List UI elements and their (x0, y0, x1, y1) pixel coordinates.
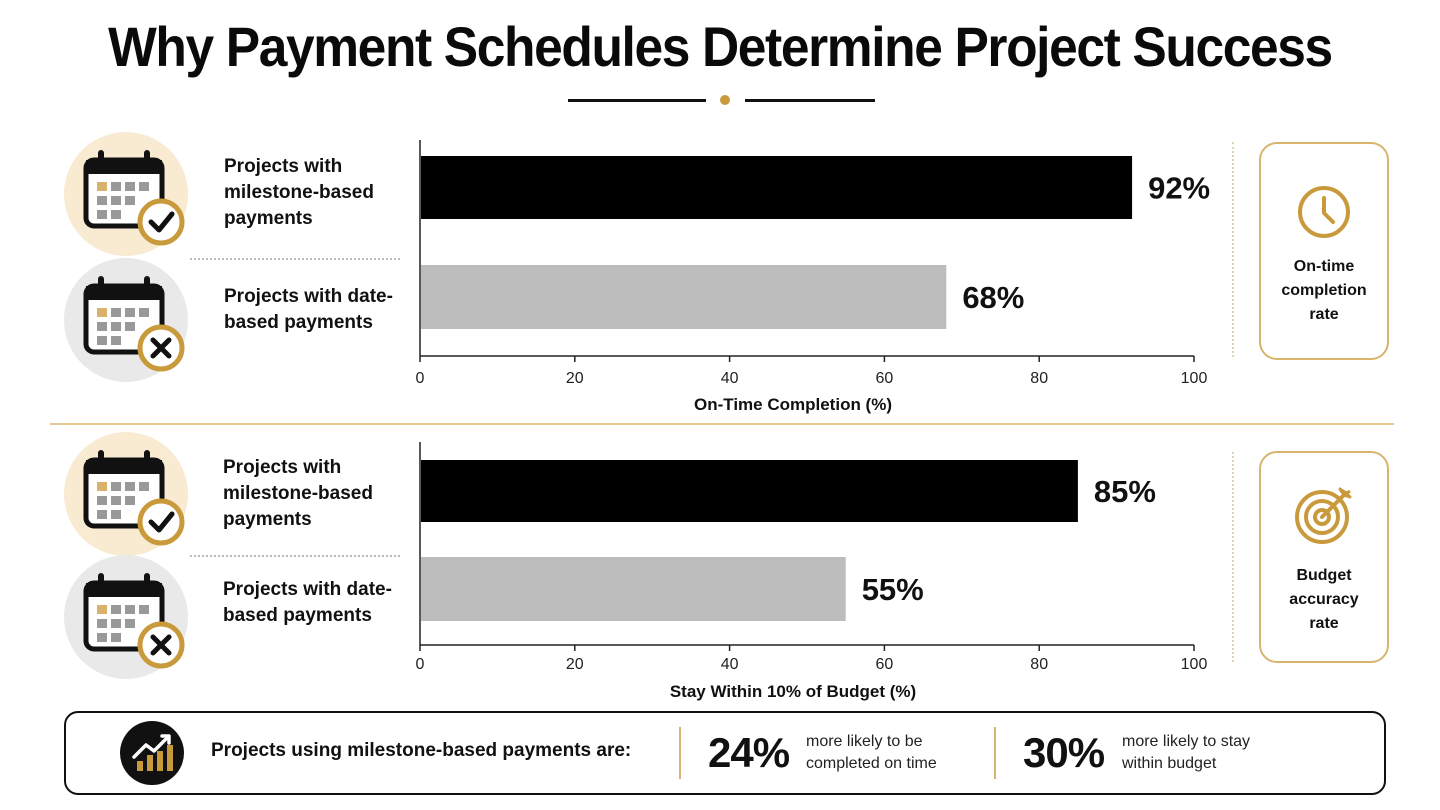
chart-panel-on-time: Projects with milestone-based payments P… (64, 132, 1389, 382)
metric-box-on-time: On-time completion rate (1259, 142, 1389, 360)
x-tick-label: 20 (566, 656, 584, 673)
calendar-x-icon (64, 555, 188, 679)
x-tick-label: 0 (416, 656, 425, 673)
summary-stat-2-text: more likely to stay within budget (1122, 733, 1251, 772)
x-tick-label: 100 (1181, 656, 1208, 673)
title-divider-right (745, 99, 875, 102)
x-tick-label: 60 (876, 656, 894, 673)
summary-divider (679, 727, 681, 779)
metric-box-budget: Budget accuracy rate (1259, 451, 1389, 663)
summary-stat-1-value: 24% (708, 729, 790, 776)
chart-right-divider (1232, 142, 1234, 357)
row-label-date: Projects with date-based payments (223, 579, 392, 626)
calendar-check-icon (64, 432, 188, 556)
row-separator (190, 555, 400, 557)
clock-icon (1298, 186, 1350, 238)
summary-stat-1-text: more likely to be completed on time (806, 733, 937, 772)
row-label-milestone: Projects with milestone-based payments (224, 156, 374, 229)
summary-divider (994, 727, 996, 779)
calendar-check-icon (64, 132, 188, 256)
metric-label-on-time: On-time completion rate (1281, 258, 1367, 323)
summary-stat-2-value: 30% (1023, 729, 1105, 776)
bar-value-label: 55% (862, 572, 924, 607)
target-icon (1295, 487, 1352, 544)
title-divider-dot (720, 95, 730, 105)
chart-right-divider (1232, 452, 1234, 662)
summary-lead-text: Projects using milestone-based payments … (211, 740, 632, 761)
section-divider (50, 423, 1394, 425)
title-divider-left (568, 99, 706, 102)
summary-box: Projects using milestone-based payments … (64, 711, 1386, 795)
bar-value-label: 85% (1094, 474, 1156, 509)
x-tick-label: 40 (721, 656, 739, 673)
row-label-milestone: Projects with milestone-based payments (223, 457, 373, 530)
calendar-x-icon (64, 258, 188, 382)
bar-milestone (421, 460, 1078, 522)
growth-chart-icon (120, 721, 184, 785)
page-title: Why Payment Schedules Determine Project … (108, 15, 1333, 78)
metric-label-budget: Budget accuracy rate (1289, 567, 1359, 632)
x-tick-label: 80 (1030, 656, 1048, 673)
bar-date (421, 557, 846, 621)
row-label-date: Projects with date-based payments (224, 286, 393, 333)
row-separator (190, 258, 400, 260)
x-axis-label: Stay Within 10% of Budget (%) (670, 682, 916, 701)
